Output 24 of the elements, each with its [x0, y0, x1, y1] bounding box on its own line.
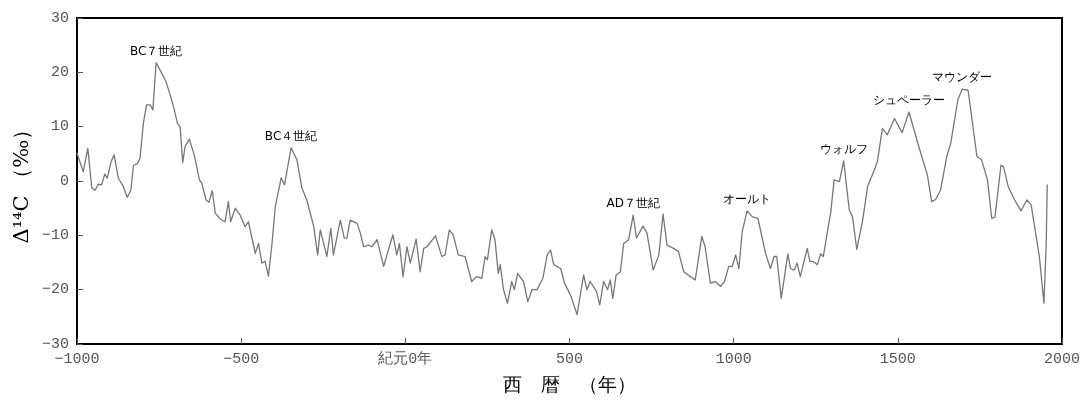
y-tick-label: 0 [59, 172, 69, 190]
x-tick-label: 紀元0年 [378, 350, 433, 368]
y-tick-label: −30 [41, 335, 69, 353]
x-tick-label: 2000 [1043, 351, 1081, 368]
y-tick-label: −20 [41, 281, 69, 299]
line-series [76, 61, 1048, 316]
x-tick-label: 500 [555, 351, 584, 368]
annotation: シュペーラー [873, 93, 945, 107]
x-tick-label: 1000 [715, 351, 752, 368]
x-tick-label: −1000 [54, 351, 100, 368]
annotation: AD７世紀 [606, 196, 660, 211]
annotation: BC７世紀 [129, 43, 183, 58]
y-axis-title: Δ¹⁴C （‰） [8, 118, 33, 244]
y-tick-label: −10 [41, 226, 69, 244]
y-tick-label: 30 [50, 9, 69, 27]
y-tick-label: 10 [50, 118, 69, 136]
annotation: BC４世紀 [264, 128, 318, 143]
annotation: ウォルフ [819, 141, 868, 156]
x-axis-title: 西 暦 （年） [503, 372, 636, 395]
y-tick-label: 20 [50, 63, 69, 81]
x-tick-label: −500 [223, 351, 260, 368]
annotation: マウンダー [932, 70, 993, 85]
x-tick-label: 1500 [879, 351, 916, 368]
annotation: オールト [723, 191, 772, 206]
